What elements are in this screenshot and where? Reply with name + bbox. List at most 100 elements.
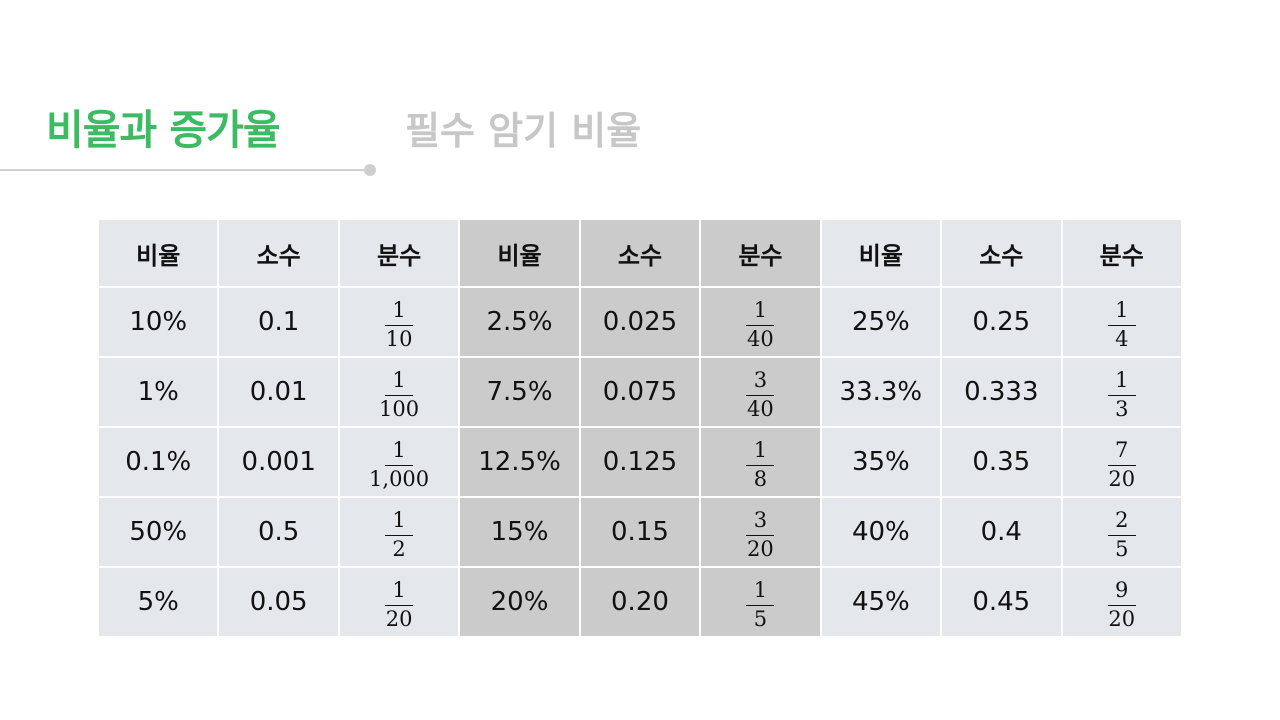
header-row: 비율 소수 분수 비율 소수 분수 비율 소수 분수 [96,218,1183,288]
ratio-cell: 12.5% [458,426,581,498]
table-row: 5% 0.05 1 20 20% 0.20 1 5 45% 0.45 9 20 [96,566,1183,638]
ratio-cell: 35% [819,426,943,498]
header-ratio: 비율 [96,218,220,288]
fraction-denominator: 100 [379,397,420,421]
divider-dot [364,164,376,176]
fraction-numerator: 1 [746,440,775,466]
fraction-denominator: 4 [1115,327,1129,351]
decimal-cell: 0.025 [578,286,702,358]
header-fraction: 분수 [1060,218,1183,288]
fraction: 3 40 [744,370,777,420]
fraction: 1 100 [376,370,422,420]
decimal-cell: 0.5 [217,496,340,568]
ratio-cell: 2.5% [458,286,581,358]
decimal-cell: 0.25 [940,286,1063,358]
ratio-cell: 10% [96,286,220,358]
page-subtitle: 필수 암기 비율 [405,109,642,153]
fraction-denominator: 1,000 [369,467,430,491]
ratio-cell: 1% [96,356,220,428]
fraction-numerator: 1 [746,300,775,326]
fraction: 1 1,000 [366,440,432,490]
table-row: 0.1% 0.001 1 1,000 12.5% 0.125 1 8 35% 0.35 7 20 [96,426,1183,498]
fraction-cell: 1 40 [699,286,822,358]
fraction-denominator: 20 [1108,467,1136,491]
fraction-denominator: 5 [753,607,768,631]
ratio-cell: 25% [819,286,943,358]
decimal-cell: 0.001 [217,426,340,498]
ratio-cell: 7.5% [458,356,581,428]
fraction-denominator: 20 [385,607,413,631]
decimal-cell: 0.35 [940,426,1063,498]
fraction-cell: 3 40 [699,356,822,428]
decimal-cell: 0.1 [217,286,340,358]
fraction-denominator: 10 [385,327,413,351]
fraction-numerator: 1 [385,440,414,466]
decimal-cell: 0.05 [217,566,340,638]
fraction-numerator: 1 [385,370,414,396]
fraction-denominator: 40 [747,327,774,351]
fraction-numerator: 1 [1107,300,1136,326]
header-decimal: 소수 [940,218,1063,288]
decimal-cell: 0.075 [578,356,702,428]
header-decimal: 소수 [578,218,702,288]
fraction: 1 10 [383,300,416,350]
fraction: 1 20 [383,580,416,630]
ratio-cell: 45% [819,566,943,638]
ratio-cell: 50% [96,496,220,568]
fraction-cell: 1 10 [337,286,461,358]
ratio-cell: 40% [819,496,943,568]
fraction-numerator: 1 [385,300,414,326]
ratio-cell: 5% [96,566,220,638]
fraction-cell: 3 20 [699,496,822,568]
fraction-denominator: 2 [392,537,406,561]
fraction-cell: 9 20 [1060,566,1183,638]
fraction-numerator: 1 [385,510,414,536]
fraction-denominator: 3 [1115,397,1129,421]
fraction: 1 40 [744,300,777,350]
table-row: 50% 0.5 1 2 15% 0.15 3 20 40% 0.4 2 5 [96,496,1183,568]
ratio-table: 비율 소수 분수 비율 소수 분수 비율 소수 분수 10% 0.1 1 10 2.5%… [96,218,1183,638]
header-decimal: 소수 [217,218,340,288]
decimal-cell: 0.45 [940,566,1063,638]
fraction-cell: 1 20 [337,566,461,638]
page-title: 비율과 증가율 [46,106,281,154]
header-divider [0,169,370,171]
fraction: 3 20 [744,510,777,560]
ratio-cell: 20% [458,566,581,638]
fraction-denominator: 5 [1115,537,1129,561]
fraction-numerator: 1 [746,580,775,606]
table-row: 10% 0.1 1 10 2.5% 0.025 1 40 25% 0.25 1 4 [96,286,1183,358]
fraction-cell: 1 1,000 [337,426,461,498]
fraction-numerator: 2 [1107,510,1136,536]
decimal-cell: 0.333 [940,356,1063,428]
decimal-cell: 0.20 [578,566,702,638]
fraction-cell: 1 100 [337,356,461,428]
fraction: 9 20 [1105,580,1138,630]
table-row: 1% 0.01 1 100 7.5% 0.075 3 40 33.3% 0.333 1 3 [96,356,1183,428]
ratio-cell: 33.3% [819,356,943,428]
decimal-cell: 0.15 [578,496,702,568]
fraction-numerator: 3 [746,510,775,536]
fraction-cell: 7 20 [1060,426,1183,498]
header-fraction: 분수 [699,218,822,288]
fraction-denominator: 20 [1108,607,1136,631]
fraction-numerator: 7 [1107,440,1136,466]
fraction-denominator: 40 [747,397,774,421]
decimal-cell: 0.4 [940,496,1063,568]
table-body: 10% 0.1 1 10 2.5% 0.025 1 40 25% 0.25 1 4 1% 0.01 1 100… [96,286,1183,638]
fraction-denominator: 8 [753,467,768,491]
fraction: 7 20 [1105,440,1138,490]
fraction-numerator: 9 [1107,580,1136,606]
ratio-cell: 15% [458,496,581,568]
